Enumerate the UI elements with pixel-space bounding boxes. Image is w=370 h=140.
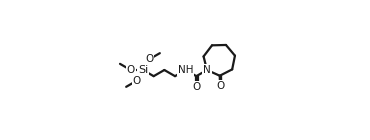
Text: NH: NH	[178, 65, 194, 75]
Text: O: O	[127, 65, 135, 75]
Text: O: O	[145, 54, 153, 64]
Text: Si: Si	[138, 65, 148, 75]
Text: N: N	[203, 65, 211, 75]
Text: O: O	[192, 82, 201, 92]
Text: O: O	[133, 76, 141, 86]
Text: O: O	[216, 81, 224, 91]
